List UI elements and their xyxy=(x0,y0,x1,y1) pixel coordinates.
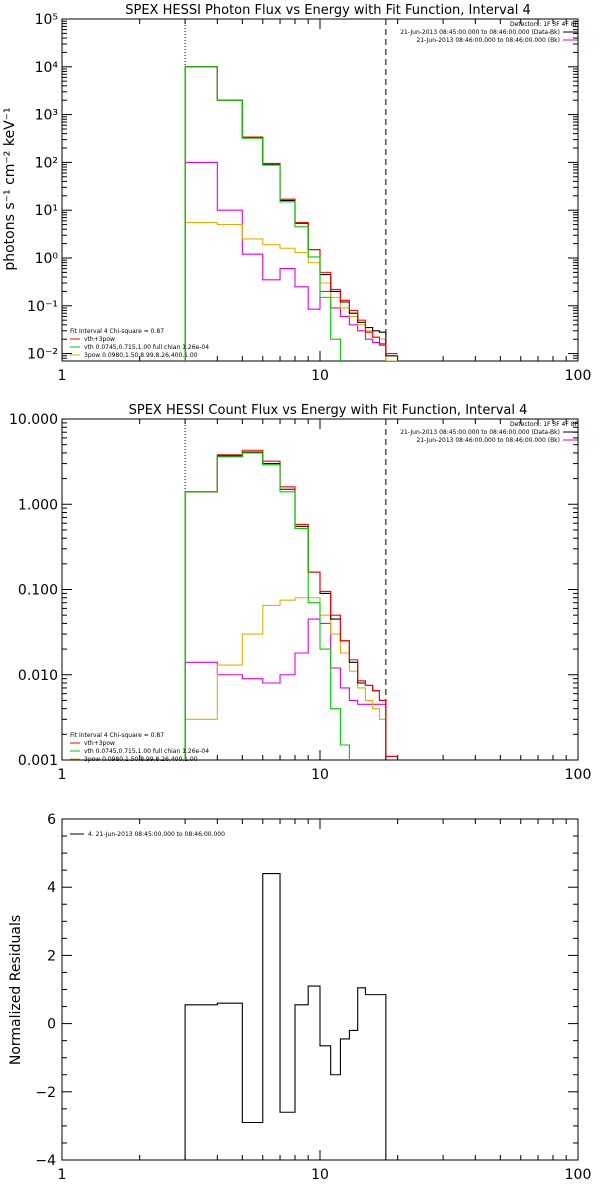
x-tick-label: 10 xyxy=(311,368,329,384)
legend-data-bk: 21-Jun-2013 08:45:00.000 to 08:46:00.000… xyxy=(400,29,560,36)
legend-data-bk-2: 21-Jun-2013 08:45:00.000 to 08:46:00.000… xyxy=(400,429,560,436)
y-tick-label: 10⁻² xyxy=(27,347,58,363)
y-tick-label: 10² xyxy=(35,155,58,171)
y-tick-label: 0.010 xyxy=(18,668,58,684)
series-3pow-line xyxy=(184,597,398,760)
y-tick-label: 2 xyxy=(47,948,56,964)
x-tick-label: 10 xyxy=(311,1167,329,1183)
count-flux-legend-top: Detectors: 1F 3F 4F 8F 21-Jun-2013 08:45… xyxy=(400,421,578,444)
legend-fit-interval-2: Fit Interval 4 Chi-square = 0.87 xyxy=(70,732,164,739)
x-tick-label: 100 xyxy=(565,767,592,783)
y-tick-label: 10¹ xyxy=(35,203,58,219)
series-vth-line xyxy=(184,66,398,361)
count-flux-panel: SPEX HESSI Count Flux vs Energy with Fit… xyxy=(9,403,591,783)
x-tick-label: 100 xyxy=(565,1167,592,1183)
series-vth-line xyxy=(184,452,398,760)
y-tick-label: 4 xyxy=(47,880,56,896)
legend-fit-name-2: vth+3pow xyxy=(84,740,115,747)
x-tick-label: 100 xyxy=(565,368,592,384)
residuals-panel: Normalized Residuals 4. 21-Jun-2013 08:4… xyxy=(8,812,591,1183)
y-tick-label: 10⁵ xyxy=(35,12,58,28)
photon-flux-panel: SPEX HESSI Photon Flux vs Energy with Fi… xyxy=(2,3,591,384)
photon-flux-legend-top: Detectors: 1F 3F 4F 8F 21-Jun-2013 08:45… xyxy=(400,21,578,44)
y-tick-label: 10⁰ xyxy=(35,251,59,267)
residuals-ylabel: Normalized Residuals xyxy=(8,915,24,1065)
series-3pow-line xyxy=(184,222,398,361)
y-tick-label: 1.000 xyxy=(18,497,58,513)
y-tick-label: 10.000 xyxy=(9,412,58,428)
legend-fit-name: vth+3pow xyxy=(84,336,115,343)
residuals-legend: 4. 21-Jun-2013 08:45:00.000 to 08:46:00.… xyxy=(88,831,225,838)
series-vth-3pow-line xyxy=(184,449,398,760)
y-tick-label: −2 xyxy=(35,1085,56,1101)
y-tick-label: 0.001 xyxy=(18,753,58,769)
x-tick-label: 1 xyxy=(58,767,67,783)
x-tick-label: 10 xyxy=(311,767,329,783)
photon-flux-title: SPEX HESSI Photon Flux vs Energy with Fi… xyxy=(125,3,531,18)
legend-vth-text: vth 0.0745,0.715,1.00 full chian 1.26e-0… xyxy=(84,344,209,351)
legend-bk: 21-Jun-2013 08:46:00.000 to 08:46:00.000… xyxy=(417,37,560,44)
count-flux-title: SPEX HESSI Count Flux vs Energy with Fit… xyxy=(129,403,528,418)
y-tick-label: 10⁻¹ xyxy=(27,299,58,315)
legend-fit-interval: Fit Interval 4 Chi-square = 0.87 xyxy=(70,328,164,335)
y-tick-label: 10³ xyxy=(35,108,58,124)
y-tick-label: 6 xyxy=(47,812,56,828)
x-tick-label: 1 xyxy=(58,368,67,384)
y-tick-label: 10⁴ xyxy=(35,60,59,76)
series-4-21-jun-2013-08-45-00-000-to-08-46-00-000-line xyxy=(184,873,387,1160)
photon-flux-legend-bottom: Fit Interval 4 Chi-square = 0.87 vth+3po… xyxy=(70,328,209,359)
legend-detectors: Detectors: 1F 3F 4F 8F xyxy=(510,21,579,28)
legend-vth-text-2: vth 0.0745,0.715,1.00 full chian 1.26e-0… xyxy=(84,748,209,755)
photon-flux-ylabel: photons s⁻¹ cm⁻² keV⁻¹ xyxy=(2,107,18,270)
series-vth-3pow-line xyxy=(184,66,398,361)
legend-detectors-2: Detectors: 1F 3F 4F 8F xyxy=(510,421,579,428)
y-tick-label: 0.100 xyxy=(18,583,58,599)
legend-3pow-text: 3pow 0.0980,1.50,8.99,8.26,400,1.00 xyxy=(84,352,198,359)
legend-bk-2: 21-Jun-2013 08:46:00.000 to 08:46:00.000… xyxy=(417,437,560,444)
y-tick-label: −4 xyxy=(35,1153,56,1169)
series-data-bk-line xyxy=(184,66,398,361)
y-tick-label: 0 xyxy=(47,1017,56,1033)
x-tick-label: 1 xyxy=(58,1167,67,1183)
